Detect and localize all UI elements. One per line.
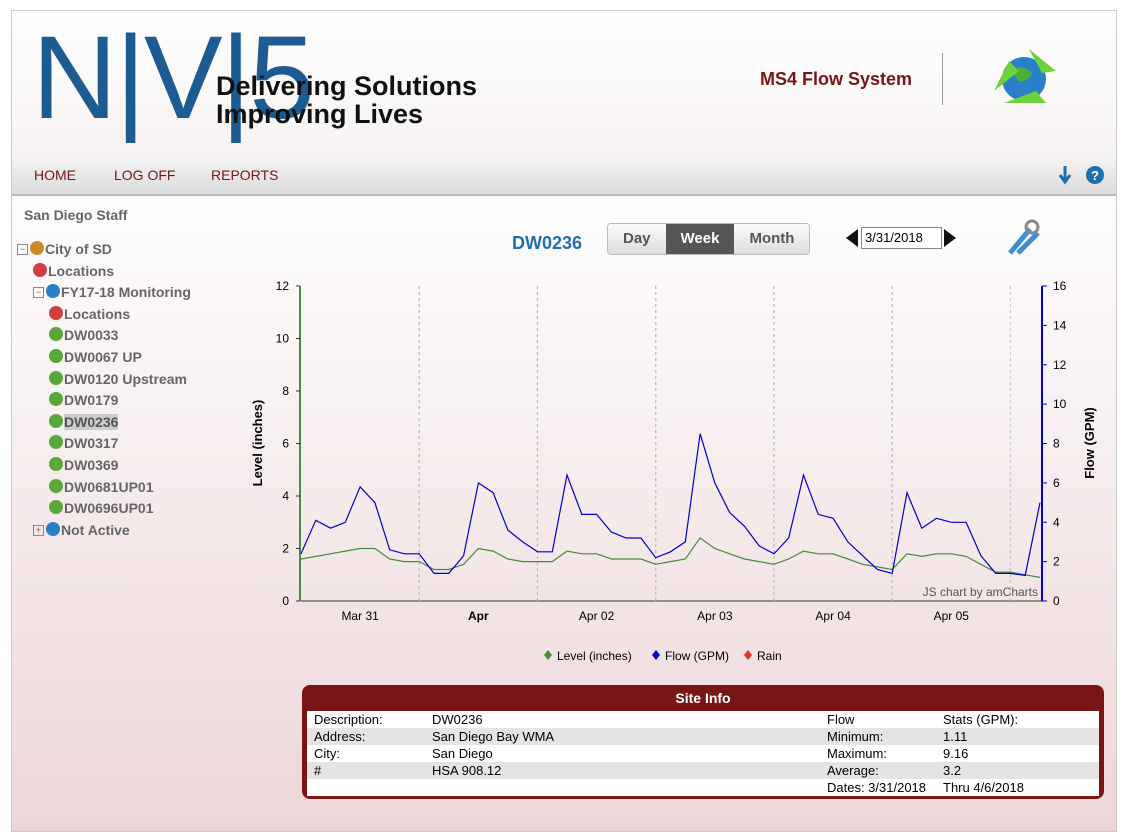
svg-text:?: ? [1091,168,1099,183]
tree-label: DW0696UP01 [64,500,154,517]
tree-label: DW0681UP01 [64,478,154,495]
system-name: MS4 Flow System [760,69,913,89]
recycle-globe [994,49,1056,103]
tree-icon [30,241,44,255]
tree-toggle: − [17,244,28,255]
info-cell: Average: [827,763,879,778]
tree-item[interactable]: DW0179 [49,392,118,408]
tagline: Improving Lives [216,99,424,129]
tree-icon [46,521,60,536]
info-cell: Address: [314,729,366,744]
tree-item[interactable]: DW0317 [49,435,118,451]
nav-icons: ? [1058,166,1104,185]
tree-item[interactable]: − City of SD [17,241,112,257]
tree-item[interactable]: + Not Active [33,521,130,538]
info-cell: 9.16 [943,746,969,761]
info-row: Description: DW0236 Flow Stats (GPM): [307,711,1099,728]
tree-label: DW0236 [64,413,119,430]
tree-item[interactable]: Locations [49,305,131,322]
tree-label: Not Active [61,521,130,538]
info-row: City: San Diego Maximum: 9.16 [307,745,1099,762]
tree-icon [49,370,63,385]
tree-item[interactable]: − FY17-18 Monitoring [33,284,191,300]
tree-icon [33,262,47,277]
prev[interactable] [846,229,858,247]
info-cell: DW0236 [432,712,483,727]
site-info: Site Info Description: DW0236 Flow Stats (G… [302,685,1104,799]
info-row: Dates: 3/31/2018 Thru 4/6/2018 [307,779,1099,796]
info-cell: Stats (GPM): [943,712,1019,727]
sidebar-title: San Diego Staff [24,207,128,223]
site-info-table: Description: DW0236 Flow Stats (GPM): Addres… [307,711,1099,796]
date-arrows [846,229,956,247]
tree-item[interactable]: DW0681UP01 [49,478,154,495]
nav-bar: ? HOME LOG OFF REPORTS [12,156,1116,196]
tree-icon [49,457,63,471]
tree-item[interactable]: DW0120 Upstream [49,370,187,387]
tree-item[interactable]: DW0236 [49,413,119,430]
tree-icon [49,305,63,320]
info-cell: HSA 908.12 [432,763,502,778]
tree-label: DW0067 UP [64,349,142,365]
tree-label: City of SD [45,241,112,257]
info-row: # HSA 908.12 Average: 3.2 [307,762,1099,779]
nav-item[interactable]: REPORTS [211,167,279,183]
logo: N|V|5 [32,12,315,144]
separator [942,53,943,105]
info-cell: San Diego [432,746,493,761]
tree-icon [49,435,63,450]
tree-icon [46,284,60,299]
period-button[interactable]: Week [665,224,735,254]
info-cell: Description: [314,712,383,727]
header: N|V|5 Delivering Solutions Improving Liv… [12,11,1116,156]
tree-item[interactable]: DW0369 [49,457,118,473]
tagline: Delivering Solutions [216,71,478,101]
site-info-title: Site Info [675,690,731,706]
period-button[interactable]: Month [734,224,810,254]
info-cell: # [314,763,322,778]
info-cell: 3.2 [943,763,962,778]
next[interactable] [944,229,956,247]
tree-label: Locations [64,305,131,322]
info-cell: Minimum: [827,729,884,744]
tree-icon [49,327,63,342]
tree-label: DW0120 Upstream [64,370,187,387]
tree-label: DW0033 [64,327,119,344]
tree-label: Locations [48,262,115,279]
tree-icon [49,349,63,363]
site-title: DW0236 [512,233,583,253]
tree-item[interactable]: DW0696UP01 [49,500,154,516]
tools-icon[interactable] [1004,219,1044,259]
info-cell: City: [314,746,340,761]
tree-icon [49,500,63,515]
tree-item[interactable]: Locations [33,262,115,279]
tree-item[interactable]: DW0033 [49,327,118,343]
app: N|V|5 Delivering Solutions Improving Liv… [11,10,1117,832]
tree-label: FY17-18 Monitoring [61,284,191,301]
tree-toggle: − [33,287,44,299]
nav-item[interactable]: HOME [34,167,76,183]
date-input[interactable]: 3/31/2018 [861,227,942,249]
info-cell: Flow [827,712,855,727]
tree-icon [49,413,63,428]
tree-item[interactable]: DW0067 UP [49,349,142,365]
tree-label: DW0317 [64,435,119,452]
tree-label: DW0179 [64,392,119,409]
tree-icon [49,478,63,493]
period-button[interactable]: Day [608,224,666,254]
info-cell: Maximum: [827,746,887,761]
nav-item[interactable]: LOG OFF [114,167,176,183]
info-cell: Dates: 3/31/2018 [827,780,927,795]
tree-label: DW0369 [64,457,119,473]
info-cell: San Diego Bay WMA [432,729,555,744]
period-switch: Day Week Month [607,223,811,255]
tree-icon [49,392,63,407]
info-cell: 1.11 [943,729,968,744]
info-cell: Thru 4/6/2018 [943,780,1024,795]
tree-toggle: + [33,524,44,536]
info-row: Address: San Diego Bay WMA Minimum: 1.11 [307,728,1099,745]
